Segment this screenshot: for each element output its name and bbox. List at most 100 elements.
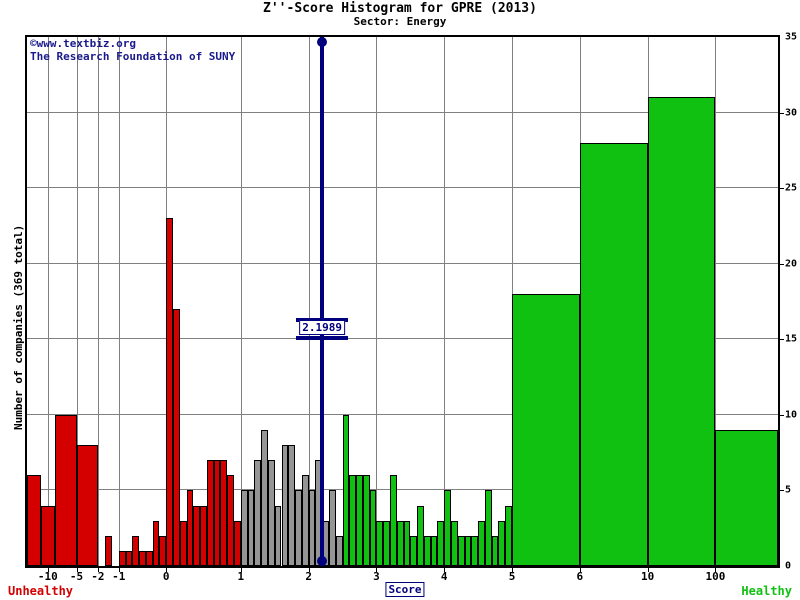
histogram-bar — [451, 520, 458, 566]
gridline-horizontal — [27, 262, 778, 264]
x-tick-mark — [308, 567, 310, 572]
gridline-vertical — [715, 37, 717, 566]
x-tick-label: -2 — [91, 570, 105, 583]
x-tick-label: 0 — [162, 570, 170, 583]
histogram-bar — [159, 535, 167, 566]
marker-dot-top — [317, 37, 328, 47]
histogram-bar — [105, 535, 112, 566]
y-tick-label: 30 — [785, 107, 798, 119]
x-tick-label: -10 — [37, 570, 58, 583]
histogram-bar — [301, 475, 309, 566]
histogram-bar — [362, 475, 370, 566]
histogram-bar — [55, 414, 77, 566]
x-tick-mark — [444, 567, 446, 572]
histogram-bar — [396, 520, 404, 566]
y-axis-title: Number of companies (369 total) — [12, 224, 25, 430]
histogram-bar — [430, 535, 438, 566]
histogram-bar — [193, 505, 201, 566]
histogram-bar — [132, 535, 140, 566]
histogram-bar — [27, 475, 42, 566]
histogram-bar — [240, 490, 248, 566]
histogram-bar — [152, 520, 160, 566]
histogram-bar — [288, 445, 296, 566]
histogram-bar — [512, 293, 580, 566]
x-tick-label: -5 — [69, 570, 84, 583]
chart-subtitle: Sector: Energy — [353, 15, 447, 28]
histogram-bar — [234, 520, 241, 566]
x-tick-mark — [647, 567, 649, 572]
healthy-label: Healthy — [741, 584, 792, 598]
x-tick-mark — [97, 567, 99, 572]
histogram-bar — [328, 490, 336, 566]
gridline-horizontal — [27, 338, 778, 340]
histogram-bar — [173, 309, 180, 566]
x-tick-mark — [376, 567, 378, 572]
y-tick-label: 0 — [785, 560, 792, 572]
y-tick-mark — [779, 188, 784, 190]
histogram-bar — [498, 520, 506, 566]
histogram-bar — [118, 550, 126, 566]
x-tick-label: -1 — [112, 570, 126, 583]
histogram-bar — [417, 505, 424, 566]
histogram-bar — [491, 535, 499, 566]
histogram-bar — [261, 429, 268, 566]
histogram-bar — [213, 460, 221, 566]
y-tick-label: 15 — [785, 333, 798, 345]
x-tick-label: 6 — [576, 570, 584, 583]
histogram-bar — [423, 535, 431, 566]
x-tick-label: 1 — [237, 570, 245, 583]
histogram-bar — [281, 445, 289, 566]
marker-cap-bottom — [296, 336, 349, 341]
gridline-vertical — [97, 37, 99, 566]
histogram-bar — [267, 460, 275, 566]
y-tick-label: 20 — [785, 258, 798, 270]
x-tick-mark — [512, 567, 514, 572]
y-tick-mark — [779, 490, 784, 492]
y-tick-label: 10 — [785, 409, 798, 421]
gridline-horizontal — [27, 489, 778, 491]
histogram-bar — [145, 550, 153, 566]
gridline-vertical — [76, 37, 78, 566]
histogram-bar — [342, 414, 350, 566]
plot-area: 2.1989 — [25, 35, 780, 568]
histogram-bar — [389, 475, 397, 566]
histogram-bar — [349, 475, 357, 566]
gridline-vertical — [444, 37, 446, 566]
histogram-bar — [478, 520, 485, 566]
gridline-vertical — [308, 37, 310, 566]
histogram-bar — [376, 520, 384, 566]
gridline-vertical — [376, 37, 378, 566]
unhealthy-label: Unhealthy — [8, 584, 74, 598]
histogram-bar — [464, 535, 472, 566]
x-tick-mark — [118, 567, 120, 572]
gridline-horizontal — [27, 187, 778, 189]
x-tick-mark — [579, 567, 581, 572]
histogram-bar — [505, 505, 512, 566]
histogram-bar — [295, 490, 302, 566]
marker-value-label: 2.1989 — [299, 320, 345, 336]
x-tick-label: 100 — [705, 570, 726, 583]
x-axis-title: Score — [385, 582, 425, 597]
histogram-bar — [247, 490, 255, 566]
histogram-bar — [715, 429, 778, 566]
x-tick-label: 10 — [640, 570, 655, 583]
y-tick-mark — [779, 112, 784, 114]
histogram-bar — [356, 475, 363, 566]
y-tick-mark — [779, 339, 784, 341]
page-title: Z''-Score Histogram for GPRE (2013) — [263, 1, 537, 16]
histogram-bar — [403, 520, 411, 566]
histogram-bar — [139, 550, 146, 566]
histogram-bar — [579, 142, 648, 566]
x-tick-label: 3 — [373, 570, 380, 583]
histogram-bar — [41, 505, 56, 566]
histogram-bars — [27, 37, 778, 566]
histogram-bar — [308, 490, 316, 566]
x-tick-mark — [76, 567, 78, 572]
x-tick-mark — [47, 567, 49, 572]
histogram-bar — [179, 520, 187, 566]
histogram-bar — [200, 505, 207, 566]
x-tick-mark — [715, 567, 717, 572]
histogram-bar — [383, 520, 390, 566]
histogram-bar — [457, 535, 465, 566]
